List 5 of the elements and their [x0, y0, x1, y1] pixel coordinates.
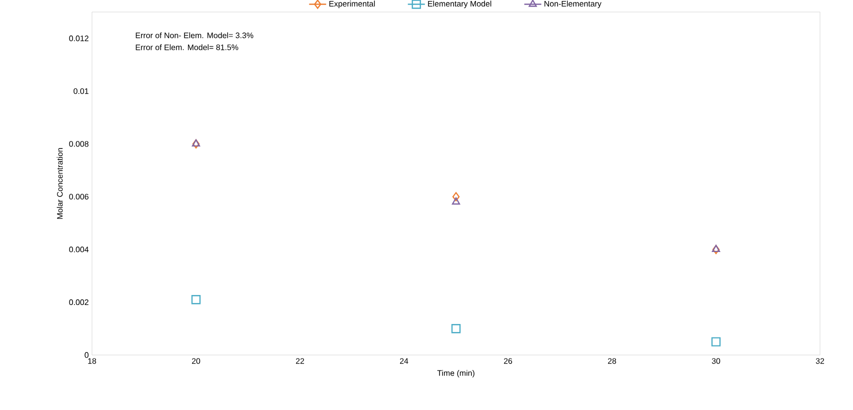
point — [191, 294, 201, 304]
point — [711, 337, 721, 346]
point — [451, 324, 461, 334]
point — [452, 192, 460, 202]
point — [452, 197, 460, 205]
